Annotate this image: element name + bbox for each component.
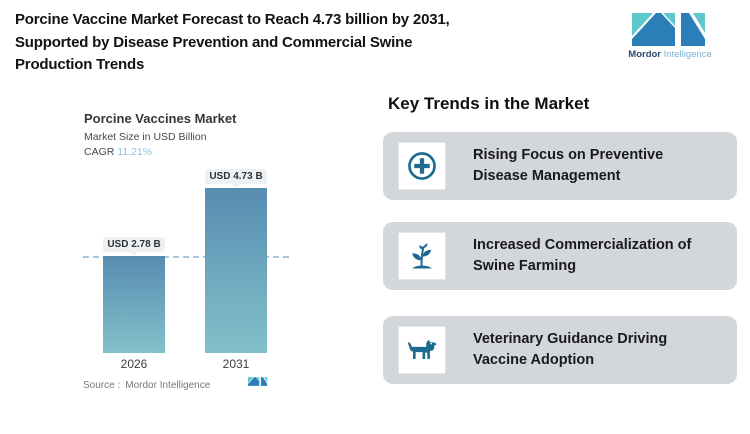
bar-2026: USD 2.78 B [103, 237, 165, 353]
source-value: Mordor Intelligence [125, 380, 211, 391]
bar-value-label-2026: USD 2.78 B [103, 237, 165, 256]
trend-label: Increased Commercialization of Swine Far… [473, 237, 692, 274]
dog-icon [407, 339, 437, 359]
x-axis-label-2031: 2031 [222, 357, 250, 371]
trend-card-preventive-disease: Rising Focus on Preventive Disease Manag… [383, 132, 737, 200]
sprout-icon [412, 243, 432, 269]
bar-value-label-2031: USD 4.73 B [205, 169, 267, 188]
chart-title: Porcine Vaccines Market [84, 111, 237, 126]
bar-chart-plot: USD 2.78 B USD 4.73 B [83, 169, 289, 353]
mordor-logo-icon [632, 13, 705, 46]
trend-card-swine-farming: Increased Commercialization of Swine Far… [383, 222, 737, 290]
label-pointer [232, 184, 240, 188]
trend-icon-box [398, 142, 446, 190]
source-label: Source : [83, 380, 121, 391]
trend-card-veterinary-guidance: Veterinary Guidance Driving Vaccine Adop… [383, 316, 737, 384]
trend-icon-box [398, 232, 446, 280]
source-note: Source : Mordor Intelligence [83, 380, 210, 391]
chart-cagr: CAGR 11.21% [84, 146, 236, 158]
bar-value-text: USD 4.73 B [209, 171, 263, 182]
brand-wordmark: Mordor Intelligence [620, 49, 720, 60]
page-title: Porcine Vaccine Market Forecast to Reach… [15, 11, 450, 73]
bar-value-text: USD 2.78 B [107, 239, 161, 250]
reference-dashed-line [83, 256, 289, 258]
chart-subtitle: Market Size in USD Billion [84, 131, 207, 143]
medical-cross-icon [408, 152, 436, 180]
label-pointer [130, 252, 138, 256]
chart-header: Porcine Vaccines Market Market Size in U… [84, 111, 236, 158]
brand-logo: Mordor Intelligence [620, 13, 720, 60]
trends-heading: Key Trends in the Market [388, 94, 590, 113]
brand-name-light: Intelligence [663, 49, 712, 60]
cagr-label: CAGR [84, 146, 115, 158]
trend-label: Rising Focus on Preventive Disease Manag… [473, 147, 664, 184]
bar-2031: USD 4.73 B [205, 169, 267, 353]
trend-icon-box [398, 326, 446, 374]
mordor-mini-logo-icon [248, 377, 268, 386]
trend-label: Veterinary Guidance Driving Vaccine Adop… [473, 331, 668, 368]
cagr-value: 11.21% [117, 146, 153, 158]
brand-name-bold: Mordor [628, 49, 661, 60]
x-axis-label-2026: 2026 [120, 357, 148, 371]
